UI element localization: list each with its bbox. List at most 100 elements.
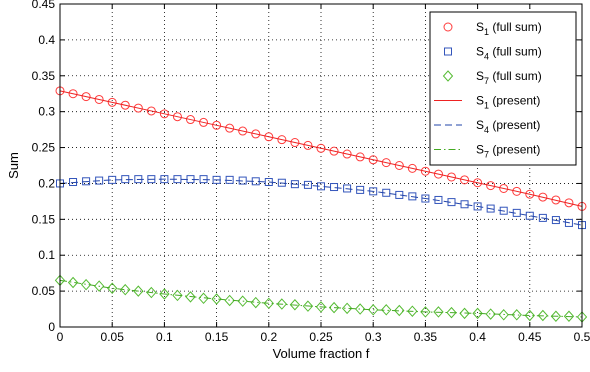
data-point — [329, 146, 339, 156]
data-point — [277, 178, 286, 187]
series-4 — [59, 90, 583, 207]
data-point — [264, 132, 274, 142]
data-point — [186, 115, 195, 125]
data-point — [250, 296, 261, 309]
data-point — [512, 186, 522, 196]
legend-label: S1 (present) — [476, 94, 540, 111]
data-point — [328, 301, 340, 314]
y-tick-label: 0.2 — [38, 176, 55, 190]
data-point — [341, 302, 353, 315]
x-tick-label: 0.5 — [574, 330, 590, 344]
y-axis-label: Sum — [6, 152, 21, 179]
data-point — [498, 309, 509, 321]
legend-box — [429, 11, 577, 166]
legend-label: S4 (present) — [476, 118, 540, 135]
data-point — [447, 172, 456, 182]
data-point — [446, 306, 457, 319]
data-point — [224, 294, 235, 307]
x-tick-label: 0.15 — [205, 330, 229, 344]
data-point — [159, 288, 170, 300]
data-point — [486, 181, 496, 191]
data-point — [81, 92, 91, 102]
data-point — [238, 126, 248, 136]
data-point — [381, 304, 392, 316]
data-point — [355, 152, 365, 162]
data-point — [420, 306, 431, 318]
data-point — [107, 282, 118, 294]
data-point — [538, 213, 547, 222]
data-point — [289, 299, 301, 311]
legend-marker — [442, 70, 454, 82]
y-tick-label: 0.15 — [32, 212, 56, 226]
data-point — [460, 175, 470, 185]
y-tick-label: 0.25 — [32, 141, 56, 155]
x-tick-label: 0.25 — [309, 330, 333, 344]
data-point — [133, 285, 144, 297]
data-point — [303, 140, 313, 150]
data-point — [212, 120, 222, 130]
y-tick-label: 0.05 — [32, 284, 56, 298]
data-point — [343, 184, 352, 193]
data-point — [433, 306, 444, 318]
grid — [60, 4, 582, 327]
data-point — [473, 202, 482, 211]
x-tick-label: 0.45 — [518, 330, 542, 344]
axis-ticks: 0 0.05 0.1 0.15 0.2 0.25 0.3 0.35 0.4 0.45 0.5 0 0.0… — [32, 0, 590, 344]
data-point — [67, 276, 79, 289]
data-point — [94, 94, 104, 104]
y-tick-label: 0.1 — [38, 248, 55, 262]
legend-marker — [443, 22, 453, 32]
y-tick-label: 0.3 — [38, 105, 55, 119]
data-point — [473, 178, 483, 188]
data-point — [394, 304, 405, 317]
y-tick-label: 0.45 — [32, 0, 56, 11]
data-point — [146, 286, 157, 299]
data-point — [354, 303, 366, 315]
data-point — [564, 218, 573, 227]
data-point — [185, 291, 196, 303]
data-point — [120, 100, 130, 110]
data-point — [237, 295, 248, 307]
data-point — [525, 211, 534, 220]
data-point — [263, 297, 274, 310]
data-point — [172, 289, 183, 302]
data-point — [408, 192, 417, 201]
data-point — [485, 308, 496, 320]
data-point — [499, 183, 509, 193]
x-tick-label: 0.35 — [414, 330, 438, 344]
data-point — [525, 189, 535, 199]
legend-entry-3: S7 (full sum) — [442, 69, 542, 86]
data-point — [133, 103, 143, 113]
data-point — [368, 304, 379, 316]
data-point — [368, 155, 378, 165]
data-point — [511, 309, 522, 321]
x-tick-label: 0.4 — [469, 330, 486, 344]
data-point — [472, 307, 483, 320]
series-6 — [59, 279, 583, 318]
x-tick-label: 0.05 — [101, 330, 125, 344]
data-point — [277, 135, 287, 145]
x-axis-label: Volume fraction f — [273, 346, 370, 361]
data-point — [420, 166, 430, 176]
data-point — [211, 293, 222, 305]
data-point — [93, 280, 105, 292]
legend-entry-5: S4 (present) — [434, 118, 540, 135]
data-point — [381, 158, 391, 168]
series-line — [59, 90, 583, 207]
legend-entry-1: S1 (full sum) — [443, 20, 542, 37]
data-point — [120, 283, 131, 296]
data-point — [407, 163, 417, 173]
legend-label: S7 (full sum) — [476, 69, 542, 86]
data-point — [433, 169, 443, 179]
data-point — [80, 278, 92, 291]
data-point — [459, 307, 470, 320]
legend-label: S1 (full sum) — [476, 20, 542, 37]
data-point — [276, 298, 288, 310]
y-tick-label: 0.4 — [38, 33, 55, 47]
data-point — [198, 292, 209, 305]
series-3 — [54, 274, 588, 323]
x-tick-label: 0.2 — [260, 330, 277, 344]
data-point — [538, 192, 548, 202]
legend-entry-6: S7 (present) — [434, 143, 540, 160]
data-point — [394, 161, 404, 170]
